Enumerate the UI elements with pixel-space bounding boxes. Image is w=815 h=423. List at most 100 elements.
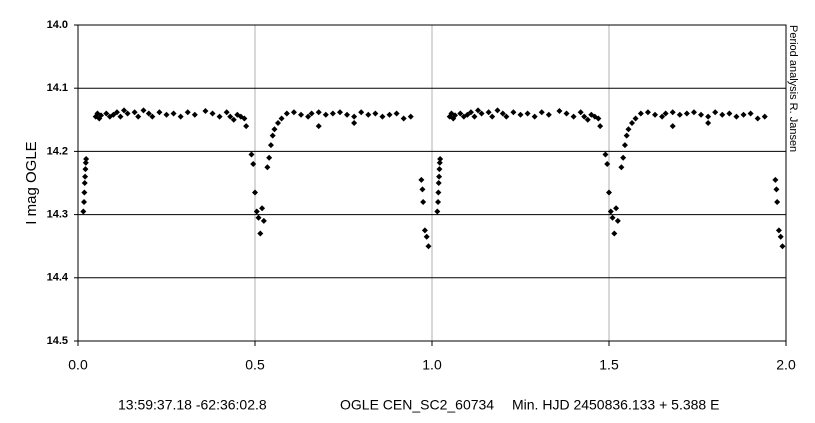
x-tick-label: 1.0 <box>422 357 442 373</box>
data-point <box>227 113 234 120</box>
data-point <box>351 119 358 126</box>
data-point <box>298 111 305 118</box>
data-point <box>419 186 426 193</box>
data-point <box>81 189 88 196</box>
data-point <box>269 132 276 139</box>
data-point <box>243 123 250 130</box>
footer-coordinates: 13:59:37.18 -62:36:02.8 <box>118 397 267 413</box>
data-point <box>637 110 644 117</box>
data-point <box>435 189 442 196</box>
data-point <box>283 110 290 117</box>
data-point <box>452 112 459 119</box>
data-point <box>329 110 336 117</box>
data-point <box>275 119 282 126</box>
data-point <box>393 110 400 117</box>
data-point <box>726 110 733 117</box>
data-point <box>98 112 105 119</box>
data-point <box>733 113 740 120</box>
data-point <box>595 115 602 122</box>
data-point <box>705 113 712 120</box>
data-point <box>131 109 138 116</box>
data-point <box>436 159 443 166</box>
data-point <box>252 189 258 196</box>
data-point <box>315 109 322 116</box>
data-point <box>623 132 630 139</box>
data-point <box>705 119 712 126</box>
data-point <box>177 113 184 120</box>
data-point <box>698 111 705 118</box>
data-point <box>191 111 198 118</box>
data-point <box>625 126 632 133</box>
data-point <box>267 142 274 149</box>
data-point <box>82 166 89 173</box>
data-point <box>437 155 444 162</box>
data-point <box>156 109 163 116</box>
data-point <box>602 151 609 158</box>
data-point <box>740 111 747 118</box>
data-point <box>423 233 430 240</box>
data-point <box>719 111 726 118</box>
data-point <box>503 113 510 120</box>
data-point <box>250 161 257 168</box>
data-point <box>255 214 262 221</box>
data-point <box>712 109 719 116</box>
data-point <box>124 110 131 117</box>
data-point <box>597 123 604 130</box>
data-point <box>494 107 501 114</box>
data-point <box>140 107 147 114</box>
data-point <box>747 110 754 117</box>
data-point <box>779 243 786 250</box>
data-point <box>260 217 267 224</box>
data-point <box>253 208 260 215</box>
data-point <box>434 208 441 215</box>
data-point <box>420 198 427 205</box>
data-point <box>184 109 191 116</box>
data-point <box>264 164 271 171</box>
data-point <box>607 208 614 215</box>
x-tick-label: 1.5 <box>599 357 619 373</box>
footer-star-id: OGLE CEN_SC2_60734 <box>340 397 494 413</box>
data-point <box>379 113 386 120</box>
data-point <box>82 173 89 180</box>
data-point <box>606 189 612 196</box>
data-point <box>149 113 156 120</box>
data-point <box>322 111 329 118</box>
data-point <box>290 109 297 116</box>
data-point <box>308 110 315 117</box>
data-point <box>690 109 697 116</box>
data-point <box>230 116 237 123</box>
data-point <box>475 107 482 114</box>
y-tick-label: 14.4 <box>47 272 69 284</box>
data-point <box>531 113 538 120</box>
data-point <box>110 111 117 118</box>
data-point <box>435 198 442 205</box>
data-point <box>170 110 177 117</box>
data-point <box>81 198 88 205</box>
data-point <box>223 109 230 116</box>
data-point <box>81 180 88 186</box>
data-point <box>611 230 618 237</box>
data-point <box>278 115 285 122</box>
data-point <box>365 111 372 118</box>
data-point <box>457 110 464 117</box>
data-point <box>467 109 474 116</box>
data-point <box>556 107 563 114</box>
data-point <box>315 123 322 130</box>
data-point <box>773 186 780 193</box>
data-point <box>570 113 577 120</box>
data-point <box>632 115 639 122</box>
data-point <box>372 110 379 117</box>
data-point <box>538 109 545 116</box>
data-point <box>386 111 393 118</box>
y-tick-label: 14.0 <box>47 19 68 31</box>
data-point <box>117 113 124 120</box>
data-point <box>83 155 90 162</box>
data-point <box>266 154 273 161</box>
data-point <box>121 107 128 114</box>
data-point <box>577 109 584 116</box>
data-point <box>436 166 443 173</box>
data-point <box>407 113 414 120</box>
data-point <box>344 111 351 118</box>
data-point <box>662 110 669 117</box>
